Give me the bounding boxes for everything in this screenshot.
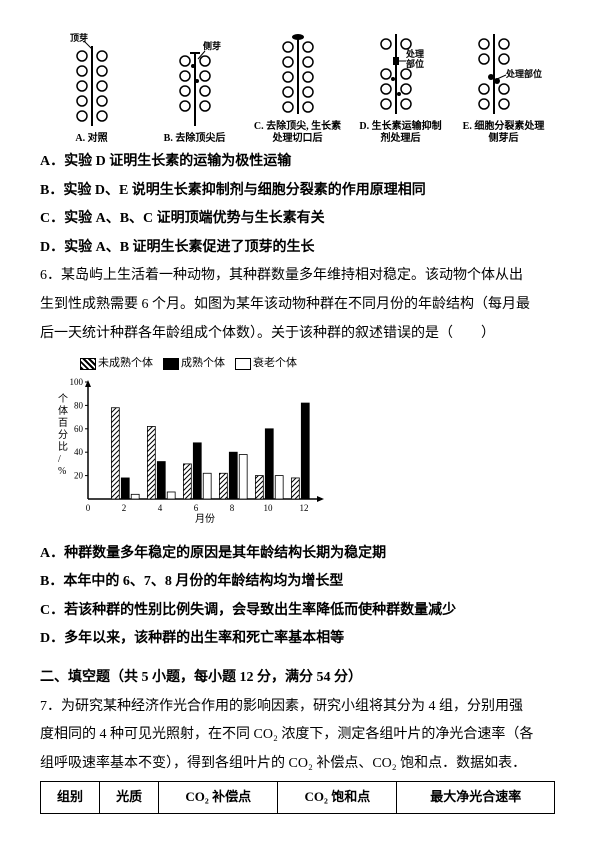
svg-text:8: 8 bbox=[230, 503, 235, 513]
q6-option-b: B．本年中的 6、7、8 月份的年龄结构均为增长型 bbox=[40, 569, 555, 596]
top-bud-text: 顶芽 bbox=[70, 32, 88, 43]
section2-title: 二、填空题（共 5 小题，每小题 12 分，满分 54 分） bbox=[40, 665, 555, 692]
th-0: 组别 bbox=[41, 782, 100, 814]
svg-text:个: 个 bbox=[58, 393, 68, 405]
svg-text:月份: 月份 bbox=[195, 513, 215, 524]
q7-table: 组别 光质 CO₂ 补偿点 CO₂ 饱和点 最大净光合速率 bbox=[40, 781, 555, 814]
q5-option-d: D．实验 A、B 证明生长素促进了顶芽的生长 bbox=[40, 235, 555, 262]
svg-text:40: 40 bbox=[74, 447, 84, 457]
plant-d-label: D. 生长素运输抑制剂处理后 bbox=[356, 121, 446, 145]
q6-option-d: D．多年以来，该种群的出生率和死亡率基本相等 bbox=[40, 626, 555, 653]
q7-line2: 度相同的 4 种可见光照射，在不同 CO₂ 浓度下，测定各组叶片的净光合速率（各 bbox=[40, 722, 555, 749]
th-1: 光质 bbox=[100, 782, 159, 814]
q5-option-c: C．实验 A、B、C 证明顶端优势与生长素有关 bbox=[40, 206, 555, 233]
plant-d: 处理 部位 D. 生长素运输抑制剂处理后 bbox=[356, 19, 446, 145]
bar-chart-svg: 20 40 60 80 100个体百分比/% 0 2 4 6 8 10 12 月份 bbox=[50, 374, 330, 524]
plant-a: 顶芽 A. 对照 bbox=[47, 31, 137, 145]
legend-mature: 成熟个体 bbox=[181, 357, 225, 369]
svg-text:百: 百 bbox=[58, 417, 68, 429]
q7-line3: 组呼吸速率基本不变），得到各组叶片的 CO₂ 补偿点、CO₂ 饱和点．数据如表． bbox=[40, 751, 555, 778]
q6-stem-3: 后一天统计种群各年龄组成个体数）。关于该种群的叙述错误的是（ ） bbox=[40, 321, 555, 348]
svg-text:100: 100 bbox=[70, 377, 84, 387]
svg-text:20: 20 bbox=[74, 471, 84, 481]
q7-line1: 7．为研究某种经济作光合作用的影响因素，研究小组将其分为 4 组，分别用强 bbox=[40, 694, 555, 721]
svg-text:部位: 部位 bbox=[406, 58, 424, 69]
svg-text:体: 体 bbox=[58, 405, 68, 417]
legend-immature: 未成熟个体 bbox=[98, 357, 153, 369]
q6-option-a: A．种群数量多年稳定的原因是其年龄结构长期为稳定期 bbox=[40, 541, 555, 568]
chart-legend: 未成熟个体 成熟个体 衰老个体 bbox=[80, 353, 555, 374]
svg-text:12: 12 bbox=[300, 503, 309, 513]
svg-text:/: / bbox=[58, 454, 61, 465]
legend-old: 衰老个体 bbox=[253, 357, 297, 369]
svg-text:60: 60 bbox=[74, 424, 84, 434]
plant-c: C. 去除顶尖, 生长素处理切口后 bbox=[253, 19, 343, 145]
svg-text:比: 比 bbox=[58, 441, 68, 453]
svg-text:2: 2 bbox=[122, 503, 127, 513]
plant-c-label: C. 去除顶尖, 生长素处理切口后 bbox=[253, 121, 343, 145]
svg-text:6: 6 bbox=[194, 503, 199, 513]
svg-text:侧芽: 侧芽 bbox=[203, 40, 221, 51]
svg-text:%: % bbox=[58, 466, 66, 477]
table-header-row: 组别 光质 CO₂ 补偿点 CO₂ 饱和点 最大净光合速率 bbox=[41, 782, 555, 814]
q5-option-b: B．实验 D、E 说明生长素抑制剂与细胞分裂素的作用原理相同 bbox=[40, 178, 555, 205]
svg-text:0: 0 bbox=[86, 503, 91, 513]
svg-text:处理部位: 处理部位 bbox=[505, 68, 542, 79]
svg-text:80: 80 bbox=[74, 400, 84, 410]
plant-a-label: A. 对照 bbox=[75, 133, 107, 145]
svg-text:10: 10 bbox=[264, 503, 274, 513]
svg-text:4: 4 bbox=[158, 503, 163, 513]
q6-stem-2: 生到性成熟需要 6 个月。如图为某年该动物种群在不同月份的年龄结构（每月最 bbox=[40, 292, 555, 319]
q6-stem-1: 6．某岛屿上生活着一种动物，其种群数量多年维持相对稳定。该动物个体从出 bbox=[40, 263, 555, 290]
th-4: 最大净光合速率 bbox=[397, 782, 555, 814]
th-3: CO₂ 饱和点 bbox=[278, 782, 397, 814]
q6-chart: 未成熟个体 成熟个体 衰老个体 20 40 60 80 100个体百分比/% 0 2 4 6 8 1… bbox=[50, 353, 555, 534]
plant-b-label: B. 去除顶尖后 bbox=[164, 133, 226, 145]
q6-option-c: C．若该种群的性别比例失调，会导致出生率降低而使种群数量减少 bbox=[40, 598, 555, 625]
svg-text:处理: 处理 bbox=[405, 48, 424, 59]
th-2: CO₂ 补偿点 bbox=[159, 782, 278, 814]
plant-diagram-row: 顶芽 A. 对照 侧芽 bbox=[40, 10, 555, 145]
q5-option-a: A．实验 D 证明生长素的运输为极性运输 bbox=[40, 149, 555, 176]
svg-text:分: 分 bbox=[58, 429, 68, 441]
plant-e: 处理部位 E. 细胞分裂素处理侧芽后 bbox=[459, 19, 549, 145]
plant-b: 侧芽 B. 去除顶尖后 bbox=[150, 31, 240, 145]
plant-e-label: E. 细胞分裂素处理侧芽后 bbox=[459, 121, 549, 145]
